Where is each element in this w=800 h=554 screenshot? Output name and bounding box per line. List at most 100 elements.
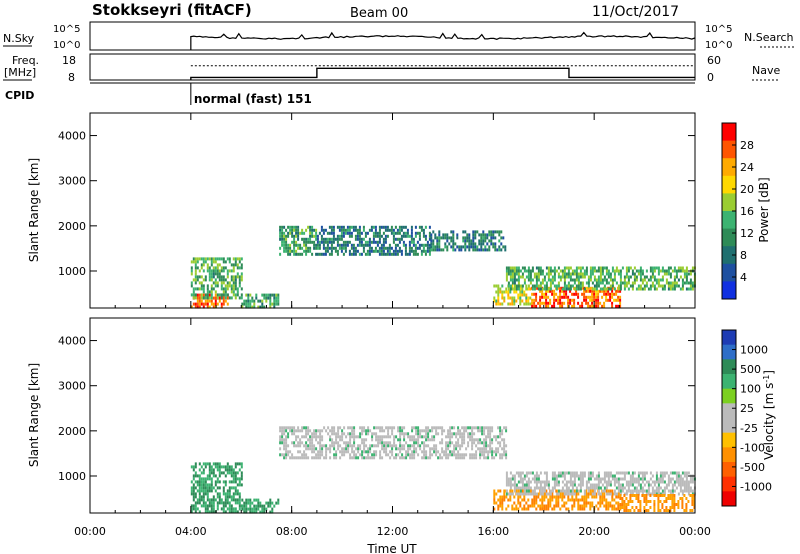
data-cell [238,468,241,472]
data-cell [463,438,466,442]
data-cell [549,489,552,493]
data-cell [202,293,205,297]
data-cell [619,301,622,305]
data-cell [196,299,199,303]
data-cell [478,242,481,246]
data-cell [464,245,467,249]
data-cell [637,509,640,512]
data-cell [519,275,522,279]
data-cell [301,237,304,241]
data-cell [358,234,361,238]
data-cell [210,480,213,484]
data-cell [559,286,562,290]
data-cell [206,486,209,490]
data-cell [547,507,550,511]
data-cell [529,504,532,508]
data-cell [641,477,644,481]
data-cell [591,486,594,490]
colorbar-tick-label: 100 [740,383,761,396]
data-cell [567,507,570,511]
data-cell [549,298,552,302]
data-cell [693,506,696,509]
data-cell [527,302,530,306]
data-cell [561,295,564,299]
colorbar-swatch [722,344,736,360]
data-cell [583,471,586,475]
data-cell [326,237,329,241]
data-cell [295,249,298,253]
freq-label: Freq. [12,54,39,67]
data-cell [429,438,432,442]
data-cell [583,287,586,291]
data-cell [619,483,622,487]
data-cell [212,486,215,490]
data-cell [342,234,345,238]
data-cell [204,489,207,493]
data-cell [539,304,542,308]
data-cell [214,489,217,493]
data-cell [388,246,391,250]
data-cell [621,497,624,500]
data-cell [601,304,604,308]
data-cell [539,301,542,305]
data-cell [509,498,512,502]
data-cell [645,471,648,475]
data-cell [609,298,612,302]
data-cell [396,228,399,232]
data-cell [571,474,574,478]
data-cell [385,453,388,457]
data-cell [607,269,610,273]
colorbar-tick-label: -100 [740,441,765,454]
data-cell [571,498,574,502]
data-cell [208,483,211,487]
data-cell [466,233,469,237]
data-cell [563,266,566,270]
data-cell [232,293,235,297]
data-cell [202,486,205,490]
data-cell [573,471,576,475]
data-cell [579,266,582,270]
data-cell [216,302,219,306]
data-cell [585,492,588,496]
data-cell [477,426,480,430]
data-cell [398,225,401,229]
data-cell [573,304,576,308]
data-cell [629,483,632,487]
data-cell [553,474,556,478]
data-cell [601,477,604,481]
freq-unit: [MHz] [4,66,36,79]
data-cell [208,477,211,481]
data-cell [435,453,438,457]
data-cell [545,266,548,270]
data-cell [545,289,548,293]
data-cell [216,462,219,466]
data-cell [541,501,544,505]
data-cell [559,298,562,302]
data-cell [228,492,231,496]
data-cell [466,236,469,240]
data-cell [368,246,371,250]
data-cell [412,243,415,247]
nave-tick-bottom: 0 [707,71,714,84]
data-cell [493,492,496,496]
data-cell [301,453,304,457]
data-cell [589,483,592,487]
data-cell [386,246,389,250]
data-cell [491,456,494,460]
data-cell [523,293,526,297]
data-cell [232,498,235,502]
data-cell [533,292,536,296]
data-cell [605,295,608,299]
data-cell [474,245,477,249]
data-cell [255,498,258,502]
data-cell [194,302,197,306]
data-cell [567,266,570,270]
data-cell [295,243,298,247]
data-cell [431,426,434,430]
data-cell [415,426,418,430]
data-cell [456,245,459,249]
data-cell [273,296,276,300]
data-cell [349,438,352,442]
data-cell [206,263,209,267]
data-cell [494,236,497,240]
